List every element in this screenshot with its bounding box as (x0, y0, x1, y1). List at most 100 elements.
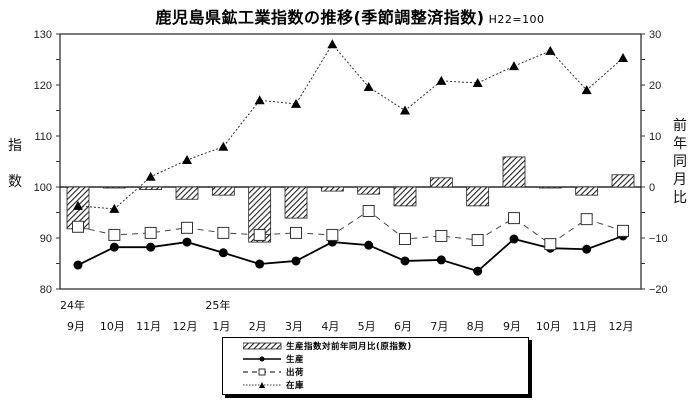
left-tick-label: 100 (34, 182, 52, 194)
x-month-label: 8月 (467, 320, 485, 333)
shipment-marker (217, 226, 230, 239)
production-marker (73, 260, 83, 270)
left-axis-title-char: 数 (8, 174, 22, 190)
right-axis-title-char: 月 (673, 172, 687, 188)
x-year-label: 24年 (60, 298, 85, 312)
right-tick-label: −10 (649, 233, 668, 245)
shipment-marker (617, 224, 629, 237)
shipment-marker (471, 234, 484, 247)
inventory-marker (618, 52, 628, 62)
chart-title: 鹿児島県鉱工業指数の推移(季節調整済指数) H22=100 (0, 4, 700, 28)
hatched-bar-icon (243, 342, 282, 350)
x-month-label: 4月 (321, 320, 339, 333)
x-month-label: 5月 (358, 320, 376, 333)
yoy-bar (466, 186, 490, 207)
inventory-marker (218, 141, 229, 151)
x-month-label: 2月 (249, 320, 267, 333)
shipment-marker (144, 226, 157, 239)
shipment-marker (362, 204, 375, 217)
right-tick-label: 30 (649, 29, 661, 41)
right-tick-label: 0 (649, 182, 655, 194)
yoy-bar (357, 186, 381, 195)
production-marker (509, 234, 519, 244)
right-tick-label: −20 (649, 284, 668, 296)
production-line (77, 235, 624, 273)
shipment-marker (544, 238, 557, 251)
production-marker (582, 244, 592, 254)
x-month-label: 9月 (67, 320, 85, 333)
legend-item-production: 生産 (243, 353, 304, 365)
production-marker (473, 266, 483, 276)
inventory-marker (509, 61, 519, 71)
inventory-marker (145, 171, 156, 181)
x-month-label: 6月 (394, 320, 412, 333)
yoy-bar (429, 177, 453, 188)
inventory-marker (327, 39, 338, 49)
x-month-label: 11月 (136, 320, 161, 333)
yoy-bar (175, 186, 199, 200)
shipment-marker (181, 221, 193, 234)
inventory-marker (363, 82, 374, 92)
left-tick-label: 90 (40, 233, 52, 245)
right-tick-label: 10 (649, 131, 661, 143)
inventory-marker (73, 200, 83, 210)
inventory-marker (436, 75, 447, 85)
shipment-marker (290, 226, 302, 239)
yoy-bar (575, 186, 599, 196)
production-marker (109, 242, 119, 252)
legend: 生産指数対前年同月比(原指数) 生産 出荷 在庫 (222, 337, 529, 395)
production-marker (436, 255, 446, 265)
yoy-bar (211, 186, 235, 196)
legend-label: 在庫 (286, 381, 305, 391)
production-marker (364, 240, 374, 250)
dashed-line-square-icon (243, 368, 281, 376)
right-axis-title-char: 同 (673, 154, 687, 170)
production-marker (291, 256, 301, 266)
shipment-marker (435, 229, 448, 242)
inventory-marker (254, 95, 265, 105)
yoy-bar (502, 156, 526, 188)
shipment-marker (253, 228, 266, 241)
x-month-label: 10月 (100, 320, 125, 333)
chart-title-main: 鹿児島県鉱工業指数の推移(季節調整済指数) (155, 8, 485, 27)
x-month-label: 7月 (430, 320, 448, 333)
left-axis-title-char: 指 (8, 138, 22, 154)
axes (56, 33, 645, 290)
yoy-bar (538, 186, 562, 189)
chart-title-unit: H22=100 (488, 13, 545, 26)
right-tick-label: 20 (649, 80, 661, 92)
yoy-bar (284, 186, 308, 219)
legend-item-yoy: 生産指数対前年同月比(原指数) (243, 340, 412, 352)
x-year-label: 25年 (205, 298, 230, 312)
yoy-bar (248, 186, 272, 243)
x-month-label: 3月 (285, 320, 303, 333)
solid-line-circle-icon (243, 356, 281, 362)
yoy-bar (102, 186, 126, 189)
production-marker (400, 256, 410, 266)
x-month-label: 9月 (503, 320, 521, 333)
yoy-bar (393, 186, 417, 207)
left-tick-label: 80 (40, 284, 52, 296)
x-month-label: 1月 (212, 320, 230, 333)
inventory-marker (182, 154, 192, 164)
legend-item-shipment: 出荷 (243, 366, 304, 378)
inventory-line (77, 43, 624, 210)
shipment-marker (72, 220, 84, 233)
legend-label: 出荷 (286, 368, 305, 378)
index-lines (72, 39, 629, 276)
inventory-marker (581, 85, 592, 95)
yoy-bar (139, 186, 163, 190)
production-marker (255, 259, 265, 269)
inventory-marker (291, 98, 301, 108)
inventory-marker (545, 45, 556, 55)
yoy-bars (66, 156, 635, 243)
left-tick-label: 130 (34, 29, 52, 41)
x-month-label: 11月 (572, 320, 597, 333)
shipment-marker (326, 228, 339, 241)
inventory-marker (472, 77, 483, 87)
legend-label: 生産指数対前年同月比(原指数) (286, 342, 412, 352)
inventory-marker (400, 105, 410, 115)
dotted-line-triangle-icon (243, 382, 281, 388)
